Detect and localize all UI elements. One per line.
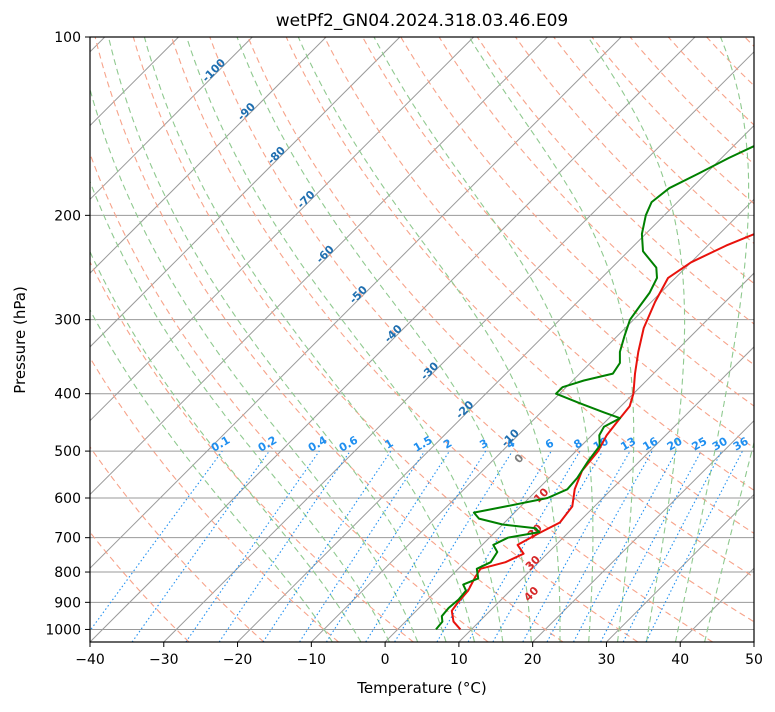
chart-title: wetPf2_GN04.2024.318.03.46.E09: [276, 11, 568, 31]
x-tick-label: −10: [297, 652, 327, 668]
y-tick-label: 900: [54, 595, 81, 611]
x-tick-label: 50: [745, 652, 763, 668]
x-tick-label: −20: [223, 652, 253, 668]
y-tick-label: 300: [54, 313, 81, 329]
x-axis-label: Temperature (°C): [356, 679, 486, 697]
y-tick-label: 600: [54, 491, 81, 507]
y-tick-label: 100: [54, 30, 81, 46]
y-tick-label: 1000: [45, 622, 81, 638]
y-tick-label: 200: [54, 208, 81, 224]
x-tick-label: −40: [75, 652, 105, 668]
y-tick-label: 700: [54, 531, 81, 547]
x-tick-label: 0: [381, 652, 390, 668]
y-tick-label: 500: [54, 444, 81, 460]
x-tick-label: 20: [524, 652, 542, 668]
x-tick-label: 30: [598, 652, 616, 668]
x-tick-label: 40: [671, 652, 689, 668]
x-tick-label: −30: [149, 652, 179, 668]
y-tick-label: 400: [54, 387, 81, 403]
y-axis-label: Pressure (hPa): [11, 286, 29, 394]
x-tick-label: 10: [450, 652, 468, 668]
y-tick-label: 800: [54, 565, 81, 581]
